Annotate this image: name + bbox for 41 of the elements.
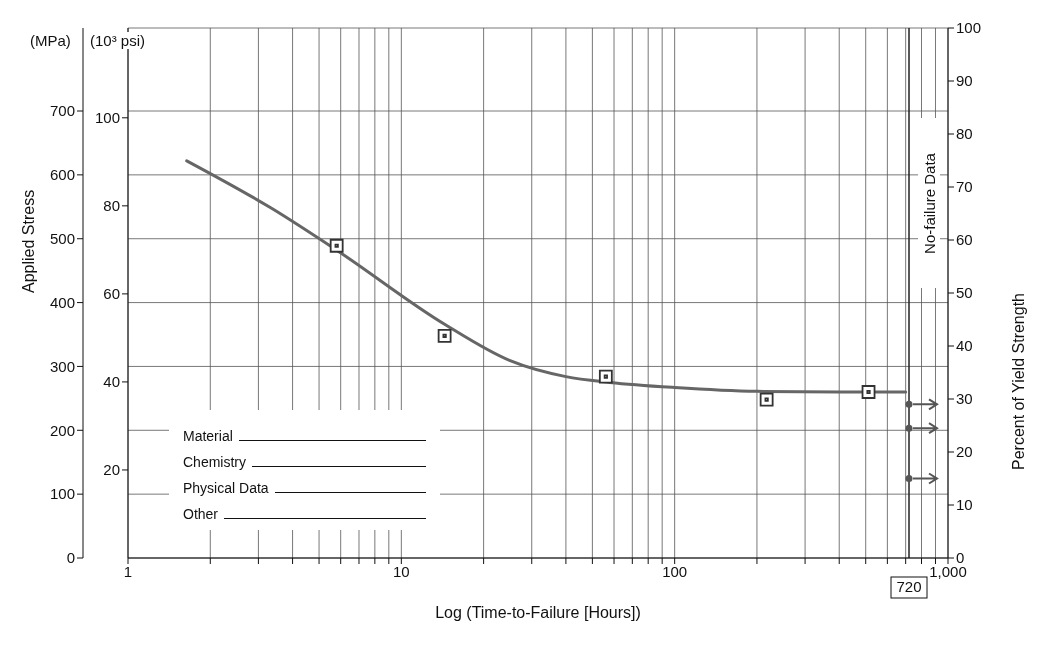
annotation: Chemistry <box>183 453 247 470</box>
ref-line-label: 720 <box>896 578 922 595</box>
y2-tick-label: 30 <box>956 390 973 408</box>
y-tick-label: 200 <box>49 421 75 439</box>
y2-tick-label: 100 <box>956 19 982 37</box>
annotation: Physical Data <box>183 479 269 496</box>
annotation: No-failure Data <box>920 152 938 254</box>
y3-tick-label: 80 <box>103 197 120 215</box>
x-tick-label: 10 <box>392 562 410 580</box>
y2-tick-label: 80 <box>956 125 973 143</box>
x-axis-title: Log (Time-to-Failure [Hours]) <box>435 604 641 621</box>
x-tick-label: 1 <box>123 562 133 580</box>
point <box>905 424 913 432</box>
y-tick-label: 0 <box>66 549 75 567</box>
y-tick-label: 400 <box>49 293 75 311</box>
y3-tick-label: 20 <box>103 461 120 479</box>
point <box>905 475 913 482</box>
y2-tick-label: 10 <box>956 496 973 514</box>
text-box: No-failure Data <box>918 118 940 288</box>
y-axis-title: Applied Stress <box>19 189 37 293</box>
y2-tick-label: 60 <box>956 231 973 249</box>
y-tick-label: 500 <box>49 230 75 248</box>
annotation: Material <box>183 427 233 444</box>
text: (MPa) <box>30 32 71 49</box>
y3-axis-title: (10³ psi) <box>88 32 148 49</box>
y3-tick-label: 100 <box>94 109 120 127</box>
y3-tick-label: 60 <box>103 285 120 303</box>
y2-tick-label: 20 <box>956 443 973 461</box>
y-tick-label: 700 <box>49 102 75 120</box>
y3-tick-label: 40 <box>103 373 120 391</box>
annotation: Other <box>183 505 219 522</box>
y2-tick-label: 50 <box>956 284 973 302</box>
y-tick-label: 600 <box>49 166 75 184</box>
y2-axis-title: Percent of Yield Strength <box>1009 293 1027 470</box>
point <box>905 400 913 408</box>
y-tick-label: 300 <box>49 357 75 375</box>
x-tick-label: 100 <box>662 562 688 580</box>
y2-tick-label: 90 <box>956 72 973 90</box>
y-tick-label: 100 <box>49 485 75 503</box>
y2-tick-label: 40 <box>956 337 973 355</box>
y2-tick-label: 70 <box>956 178 973 196</box>
